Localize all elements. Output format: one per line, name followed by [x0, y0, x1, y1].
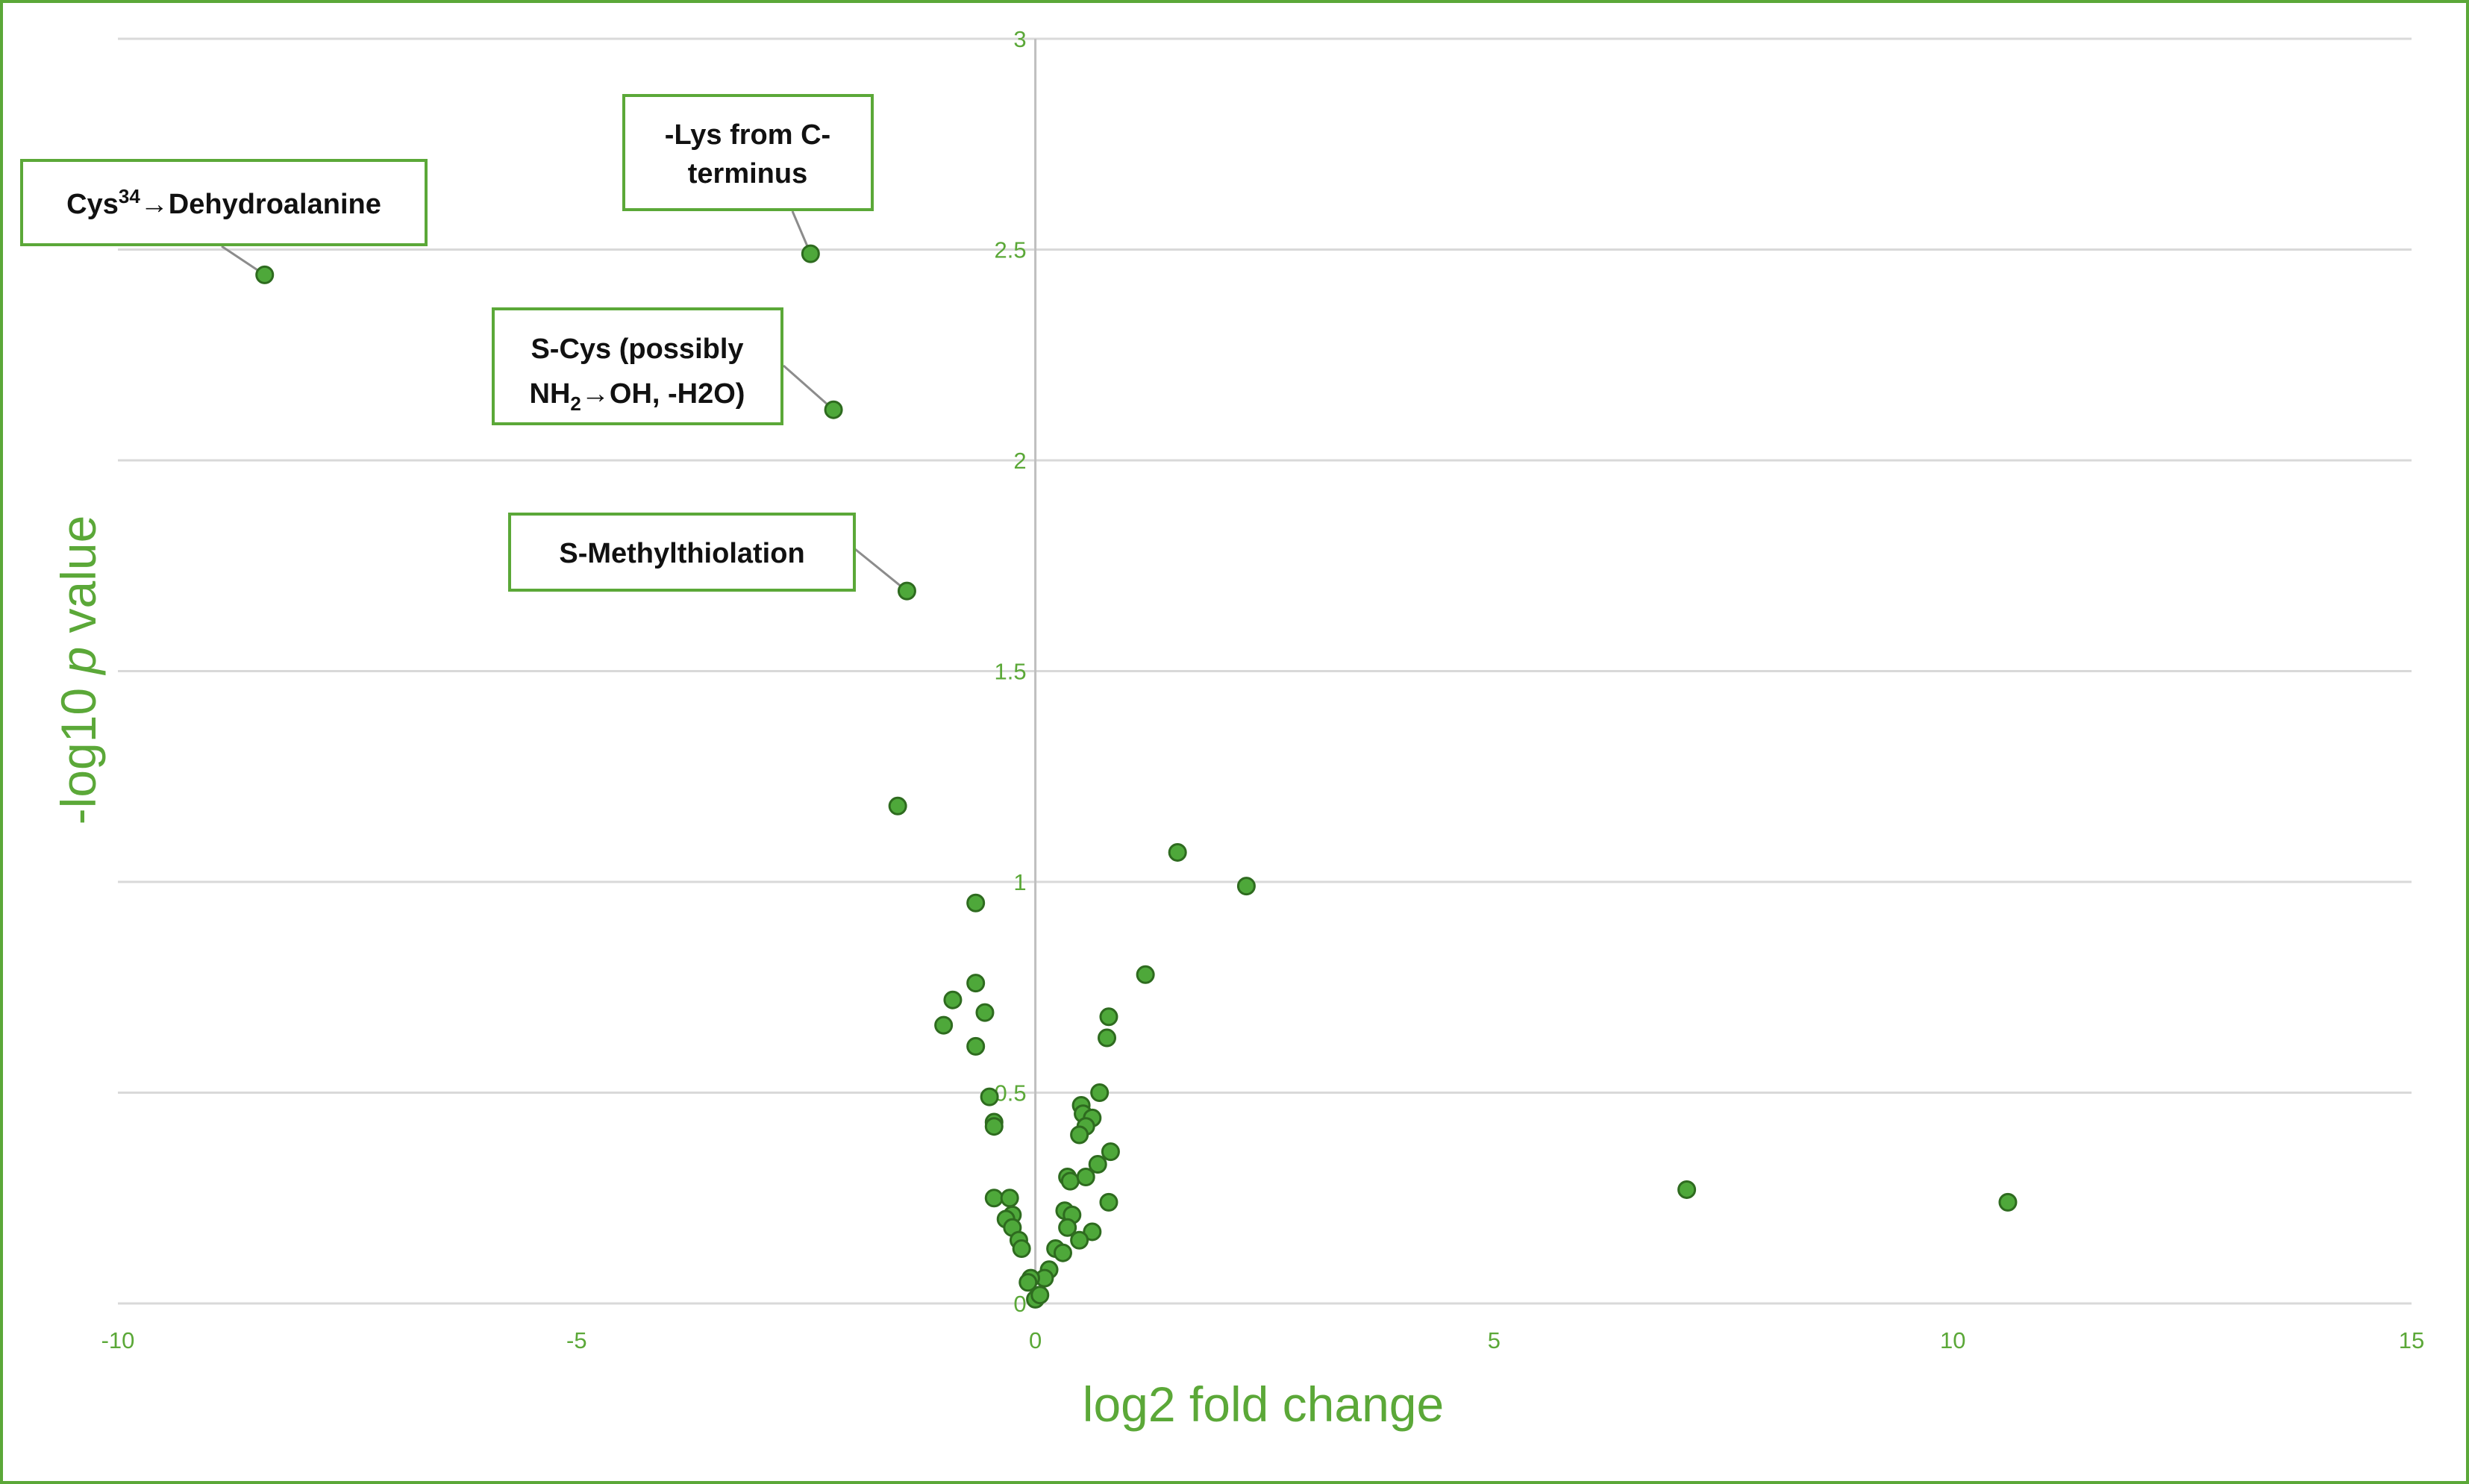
data-point — [1090, 1083, 1110, 1102]
x-tick-label: -10 — [101, 1327, 135, 1353]
data-point — [980, 1087, 999, 1106]
annotation-lys-line2: terminus — [688, 158, 807, 190]
data-point — [975, 1003, 995, 1022]
data-point — [1060, 1171, 1080, 1191]
data-point — [1070, 1230, 1089, 1250]
y-axis-title: -log10 p value — [51, 516, 106, 825]
data-point — [1677, 1180, 1697, 1199]
annotation-s-cys: S-Cys (possibly NH2→OH, -H2O) — [492, 307, 783, 425]
data-point — [888, 796, 907, 815]
y-tick-labels: 0 0.5 1 1.5 2 2.5 3 — [994, 26, 1026, 1317]
data-point — [255, 265, 275, 284]
x-tick-labels: -10 -5 0 5 10 15 — [101, 1327, 2425, 1353]
x-tick-label: 15 — [2399, 1327, 2424, 1353]
data-point — [966, 893, 986, 912]
annotation-s-cys-line1: S-Cys (possibly — [531, 334, 743, 365]
x-tick-label: 5 — [1488, 1327, 1501, 1353]
annotation-s-cys-line2: NH2→OH, -H2O) — [530, 378, 745, 415]
data-point — [934, 1015, 954, 1035]
annotation-dehydroalanine-text: Cys34→Dehydroalanine — [66, 185, 381, 220]
data-point — [897, 581, 916, 601]
annotation-dehydroalanine: Cys34→Dehydroalanine — [20, 159, 428, 246]
data-point — [1998, 1192, 2018, 1212]
annotation-s-methylthiolation: S-Methylthiolation — [508, 513, 856, 592]
y-tick-label: 0 — [1013, 1291, 1026, 1317]
annotation-leader-line — [854, 548, 908, 592]
y-tick-label: 2 — [1013, 448, 1026, 474]
y-tick-label: 3 — [1013, 26, 1026, 52]
data-point — [984, 1189, 1004, 1208]
data-point — [1070, 1125, 1089, 1145]
x-tick-label: -5 — [566, 1327, 587, 1353]
data-point — [1236, 877, 1256, 896]
x-tick-label: 10 — [1940, 1327, 1965, 1353]
data-point — [1030, 1286, 1050, 1305]
data-point — [943, 990, 963, 1009]
annotation-leader-line — [783, 364, 835, 411]
y-tick-label: 1 — [1013, 869, 1026, 895]
data-point — [1012, 1239, 1031, 1259]
x-axis-title: log2 fold change — [1083, 1377, 1444, 1432]
data-point — [801, 244, 820, 263]
data-point — [1099, 1192, 1118, 1212]
data-point — [1101, 1142, 1120, 1162]
data-point — [1018, 1273, 1038, 1292]
y-tick-label: 1.5 — [994, 659, 1026, 685]
data-point — [1076, 1168, 1095, 1186]
data-points — [255, 244, 2018, 1309]
annotation-s-methylthiolation-text: S-Methylthiolation — [559, 538, 804, 569]
data-point — [1083, 1222, 1102, 1242]
data-point — [1168, 842, 1187, 862]
data-point — [1136, 965, 1155, 984]
annotation-lys-c-terminus: -Lys from C- terminus — [622, 94, 874, 211]
data-point — [1099, 1007, 1118, 1027]
data-point — [1000, 1189, 1019, 1208]
y-tick-label: 0.5 — [994, 1080, 1026, 1106]
data-point — [984, 1117, 1004, 1136]
data-point — [966, 1036, 986, 1056]
gridlines — [118, 37, 2412, 1305]
data-point — [1098, 1028, 1117, 1048]
data-point — [966, 974, 986, 993]
data-point — [1058, 1218, 1077, 1237]
x-tick-label: 0 — [1029, 1327, 1042, 1353]
y-tick-label: 2.5 — [994, 237, 1026, 263]
annotation-lys-line1: -Lys from C- — [665, 119, 830, 151]
data-point — [1088, 1155, 1107, 1174]
data-point — [1053, 1243, 1072, 1262]
data-point — [824, 400, 843, 419]
